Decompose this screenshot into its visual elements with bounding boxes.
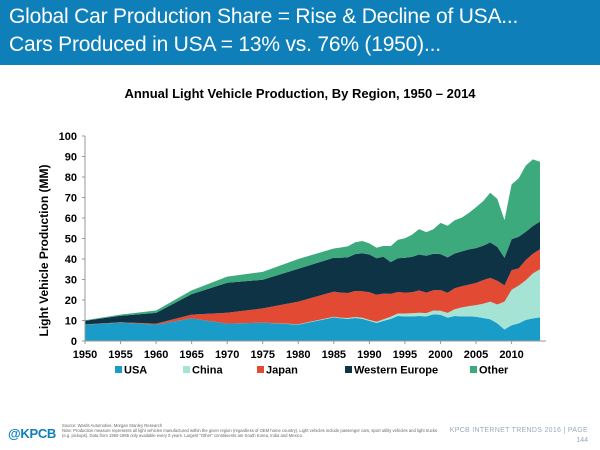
footer-trends-label: KPCB INTERNET TRENDS 2016 | PAGE (449, 427, 588, 434)
x-tick-label: 1975 (250, 349, 274, 361)
area-western-europe (85, 221, 540, 325)
y-tick-label: 20 (65, 295, 77, 307)
y-tick-label: 10 (65, 316, 77, 328)
area-layers (85, 159, 540, 341)
x-tick-label: 2010 (499, 349, 523, 361)
area-usa (85, 314, 540, 341)
kpcb-logo: @KPCB (8, 426, 57, 441)
y-tick-label: 70 (65, 193, 77, 205)
legend-label: China (192, 365, 223, 377)
chart-title: Annual Light Vehicle Production, By Regi… (124, 86, 476, 101)
y-tick-label: 0 (71, 336, 77, 348)
chart-axes: 0 10 20 30 40 50 60 70 80 90 100 1950 1955 1960 1965 19… (37, 131, 546, 361)
x-tick-label: 1955 (108, 349, 132, 361)
note-text: Note: Production measure represents all … (62, 428, 437, 438)
y-tick-label: 40 (65, 254, 77, 266)
x-tick-label: 1980 (286, 349, 310, 361)
legend-swatch-usa (115, 366, 122, 373)
y-tick-label: 30 (65, 275, 77, 287)
legend-swatch-western-europe (345, 366, 352, 373)
y-tick-label: 50 (65, 234, 77, 246)
area-china (85, 269, 540, 330)
legend-label: Western Europe (354, 365, 438, 377)
x-tick-label: 2005 (464, 349, 488, 361)
x-tick-label: 1965 (179, 349, 203, 361)
x-tick-label: 1995 (393, 349, 417, 361)
area-other (85, 159, 540, 321)
legend-label: Japan (266, 365, 298, 377)
y-tick-label: 90 (65, 152, 77, 164)
legend-swatch-other (470, 366, 477, 373)
legend-swatch-china (183, 366, 190, 373)
x-tick-label: 1970 (215, 349, 239, 361)
x-tick-label: 1990 (357, 349, 381, 361)
x-tick-label: 1985 (322, 349, 346, 361)
y-tick-label: 100 (59, 131, 77, 143)
x-tick-label: 1950 (73, 349, 97, 361)
x-tick-label: 1960 (144, 349, 168, 361)
y-tick-label: 80 (65, 172, 77, 184)
headline-line-2: Cars Produced in USA = 13% vs. 76% (1950… (9, 33, 441, 56)
y-tick-label: 60 (65, 213, 77, 225)
legend-label: USA (124, 365, 147, 377)
legend-swatch-japan (257, 366, 264, 373)
footer-source: Source: Wards Automotive, Morgan Stanley… (62, 423, 442, 438)
chart-legend: USA China Japan Western Europe Other (115, 365, 509, 377)
production-area-chart: 0 10 20 30 40 50 60 70 80 90 100 1950 1955 1960 1965 19… (37, 131, 546, 377)
y-axis-title: Light Vehicle Production (MM) (37, 165, 51, 337)
area-japan (85, 249, 540, 325)
header-banner: Global Car Production Share = Rise & Dec… (0, 0, 600, 65)
x-tick-label: 2000 (428, 349, 452, 361)
legend-label: Other (479, 365, 509, 377)
headline-line-1: Global Car Production Share = Rise & Dec… (9, 5, 519, 28)
page-number: 144 (576, 437, 588, 444)
source-text: Source: Wards Automotive, Morgan Stanley… (62, 423, 163, 428)
